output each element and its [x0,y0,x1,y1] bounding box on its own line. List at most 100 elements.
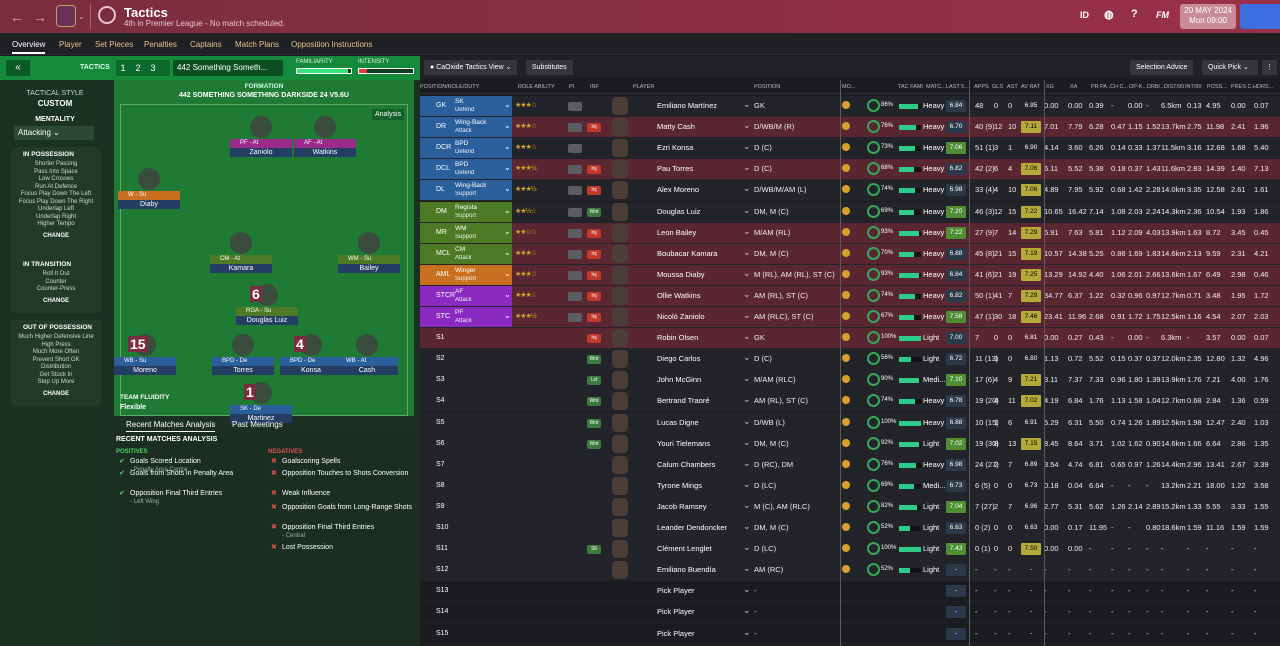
player-name[interactable]: John McGinn [657,375,702,385]
position-cell[interactable]: S5 [420,413,512,433]
player-instructions-icon[interactable] [568,249,582,259]
position-cell[interactable]: S7 [420,455,512,475]
player-name[interactable]: Diego Carlos [657,354,701,364]
position-cell[interactable]: STC PF Attack ⌄ [420,307,512,327]
position-cell[interactable]: S1 [420,328,512,348]
player-name[interactable]: Lucas Digne [657,417,699,427]
player-instructions-icon[interactable] [568,291,582,301]
column-header[interactable]: INT/90 [1185,84,1202,90]
table-row[interactable]: S10 Leander Dendoncker ⌄ DM, M (C) 52% Light 6… [420,518,1280,539]
chevron-down-icon[interactable]: ⌄ [743,288,751,299]
column-header[interactable]: XA [1070,84,1078,90]
column-header[interactable]: DRB/... [1147,84,1165,90]
search-icon[interactable] [98,6,116,24]
fm-menu-button[interactable]: FM [1156,10,1169,20]
column-header[interactable]: HDRS... [1253,84,1274,90]
column-header[interactable]: LAST 5... [946,84,969,90]
table-row[interactable]: S12 Emiliano Buendía ⌄ AM (RC) 52% Light - - - - -… [420,560,1280,582]
chevron-down-icon[interactable]: ⌄ [743,415,751,426]
position-cell[interactable]: S6 [420,434,512,454]
chevron-down-icon[interactable]: ⌄ [504,184,511,194]
table-row[interactable]: DL Wing-Back Support ⌄ ★★★½ Inj Alex Moreno ⌄ D/… [420,180,1280,202]
tab-overview[interactable]: Overview [12,40,46,54]
player-name[interactable]: Leander Dendoncker [657,523,728,532]
position-cell[interactable]: S3 [420,370,512,390]
view-dropdown[interactable]: ● CaOxide Tactics View ⌄ [424,60,518,75]
position-cell[interactable]: DCR BPD Defend ⌄ [420,138,512,159]
table-row[interactable]: S11 Slt Clément Lenglet ⌄ D (LC) 100% Light 7.4… [420,539,1280,561]
club-badge-icon[interactable] [56,5,76,27]
table-row[interactable]: DM Regista Support ⌄ ★★½☆ Wnt Douglas Luiz ⌄ DM,… [420,201,1280,223]
column-header[interactable]: PI [569,84,575,90]
chevron-down-icon[interactable]: ⌄ [743,626,751,637]
selection-advice-button[interactable]: Selection Advice [1130,60,1194,75]
player-instructions-icon[interactable] [568,102,582,111]
position-cell[interactable]: DM Regista Support ⌄ [420,201,512,222]
column-header[interactable]: AST [1007,84,1018,90]
change-button[interactable]: CHANGE [42,297,69,304]
chevron-down-icon[interactable]: ⌄ [504,100,511,109]
table-row[interactable]: S1 Inj Robin Olsen ⌄ GK 100% Light 7.00 7 0 0 0.00 0… [420,328,1280,350]
chevron-down-icon[interactable]: ⌄ [743,521,751,531]
chevron-down-icon[interactable]: ⌄ [504,205,511,215]
player-instructions-icon[interactable] [568,270,582,280]
position-cell[interactable]: S12 [420,560,512,580]
column-header[interactable]: INF [590,84,599,90]
date-display[interactable]: 20 MAY 2024 Mon 09:00 [1180,4,1236,29]
player-instructions-icon[interactable] [568,144,582,154]
player-name[interactable]: Nicolò Zaniolo [657,312,705,321]
chevron-down-icon[interactable]: ⌄ [743,478,751,489]
position-cell[interactable]: GK SK Defend ⌄ [420,96,512,116]
column-header[interactable]: GLS [992,84,1004,90]
column-header[interactable]: POSITION [754,84,781,90]
column-header[interactable]: AV RAT [1021,84,1041,90]
table-row[interactable]: S13 Pick Player ⌄ - - - - - - - - - - - - - - - - - [420,581,1280,603]
table-row[interactable]: STC PF Attack ⌄ ★★★½ Inj Nicolò Zaniolo ⌄ AM (RL… [420,307,1280,328]
chevron-down-icon[interactable]: ⌄ [743,141,751,152]
player-name[interactable]: Boubacar Kamara [657,248,718,258]
chevron-down-icon[interactable]: ⌄ [504,311,511,320]
tab-captains[interactable]: Captains [190,40,222,49]
chevron-down-icon[interactable]: ⌄ [743,183,751,194]
player-chip[interactable]: 15 WB - Su Moreno [114,334,176,375]
player-chip[interactable]: WB - At Cash [336,334,398,375]
chevron-down-icon[interactable]: ⌄ [504,247,511,257]
column-header[interactable]: CH C... [1110,84,1129,90]
table-row[interactable]: AML Winger Support ⌄ ★★★☆ Inj Moussa Diaby ⌄ M (… [420,264,1280,286]
player-name[interactable]: Ezri Konsa [657,143,694,153]
column-header[interactable]: PR PA... [1091,84,1112,90]
chevron-down-icon[interactable]: ⌄ [743,162,751,173]
change-button[interactable]: CHANGE [42,390,69,397]
player-chip[interactable]: PF - At Zaniolo [230,116,292,157]
position-cell[interactable]: DL Wing-Back Support ⌄ [420,180,512,201]
position-cell[interactable]: S9 [420,497,512,517]
substitutes-button[interactable]: Substitutes [526,60,573,75]
table-row[interactable]: GK SK Defend ⌄ ★★★☆ Emiliano Martínez ⌄ GK 86% He… [420,96,1280,117]
player-instructions-icon[interactable] [568,228,582,238]
position-cell[interactable]: AML Winger Support ⌄ [420,264,512,285]
position-cell[interactable]: S15 [420,624,512,644]
position-cell[interactable]: DR Wing-Back Attack ⌄ [420,117,512,138]
player-name[interactable]: Youri Tielemans [657,438,711,448]
table-row[interactable]: S15 Pick Player ⌄ - - - - - - - - - - - - - - - - - [420,623,1280,645]
player-name[interactable]: Leon Bailey [657,227,697,237]
table-row[interactable]: S14 Pick Player ⌄ - - - - - - - - - - - - - - - - - [420,602,1280,624]
chevron-down-icon[interactable]: ⌄ [743,373,751,384]
chevron-down-icon[interactable]: ⌄ [504,226,511,236]
position-cell[interactable]: S4 [420,391,512,411]
chevron-down-icon[interactable]: ⌄ [743,310,751,320]
column-header[interactable]: OP-K... [1129,84,1148,90]
tab-set-pieces[interactable]: Set Pieces [95,40,134,49]
chevron-down-icon[interactable]: ⌄ [743,394,751,405]
player-name[interactable]: Ollie Watkins [657,290,701,300]
formation-pitch[interactable]: FORMATION 442 SOMETHING SOMETHING DARKSI… [114,80,414,423]
table-row[interactable]: S5 Wnt Lucas Digne ⌄ D/WB (L) 100% Heavy 6.88 10… [420,412,1280,434]
chevron-down-icon[interactable]: ⌄ [743,499,751,510]
player-chip[interactable]: AF - At Watkins [294,116,356,157]
table-row[interactable]: S6 Wnt Youri Tielemans ⌄ DM, M (C) 92% Light 7.… [420,433,1280,455]
change-button[interactable]: CHANGE [42,232,69,239]
column-header[interactable]: POSS... [1207,84,1227,90]
out-of-possession-box[interactable]: OUT OF POSSESSION Much Higher Defensive … [11,320,101,406]
column-header[interactable]: MATC... [926,84,946,90]
position-cell[interactable]: S11 [420,539,512,559]
